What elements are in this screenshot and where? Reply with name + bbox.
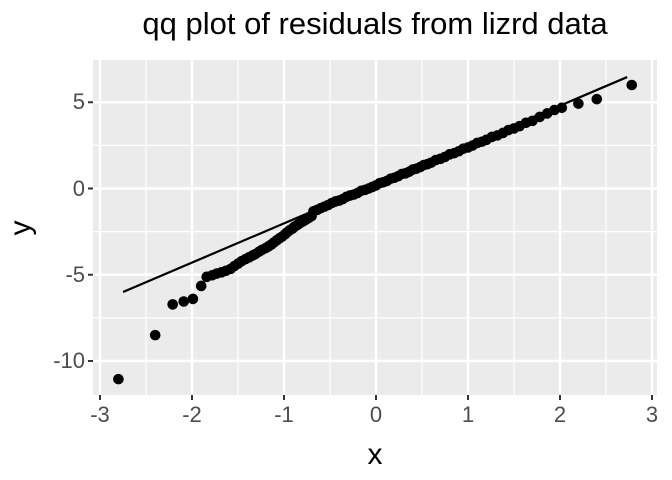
plot-title: qq plot of residuals from lizrd data: [142, 6, 608, 41]
y-tick-label: -5: [65, 261, 85, 287]
data-point: [626, 79, 638, 91]
x-tick-label: 0: [369, 402, 383, 427]
y-axis-title: y: [4, 220, 37, 236]
x-tick-label: 2: [553, 402, 567, 427]
y-tick-label: -10: [53, 348, 85, 373]
y-tick-label: 0: [72, 175, 85, 201]
qq-reference-line: [122, 76, 628, 294]
data-point: [573, 98, 584, 109]
x-tick-label: -1: [274, 402, 294, 427]
x-tick-label: 3: [645, 402, 659, 427]
data-point: [178, 296, 190, 307]
data-point: [591, 93, 603, 105]
x-tick-label: -3: [90, 402, 110, 427]
x-axis-title: x: [367, 438, 383, 471]
data-point: [149, 329, 161, 341]
data-point: [187, 293, 199, 305]
y-tick-label: 5: [72, 89, 85, 115]
data-layer: [113, 76, 638, 385]
data-point: [167, 299, 178, 310]
x-tick-label: -2: [182, 402, 202, 427]
x-tick-label: 1: [461, 402, 475, 427]
data-point: [195, 280, 207, 292]
data-point: [113, 373, 124, 385]
